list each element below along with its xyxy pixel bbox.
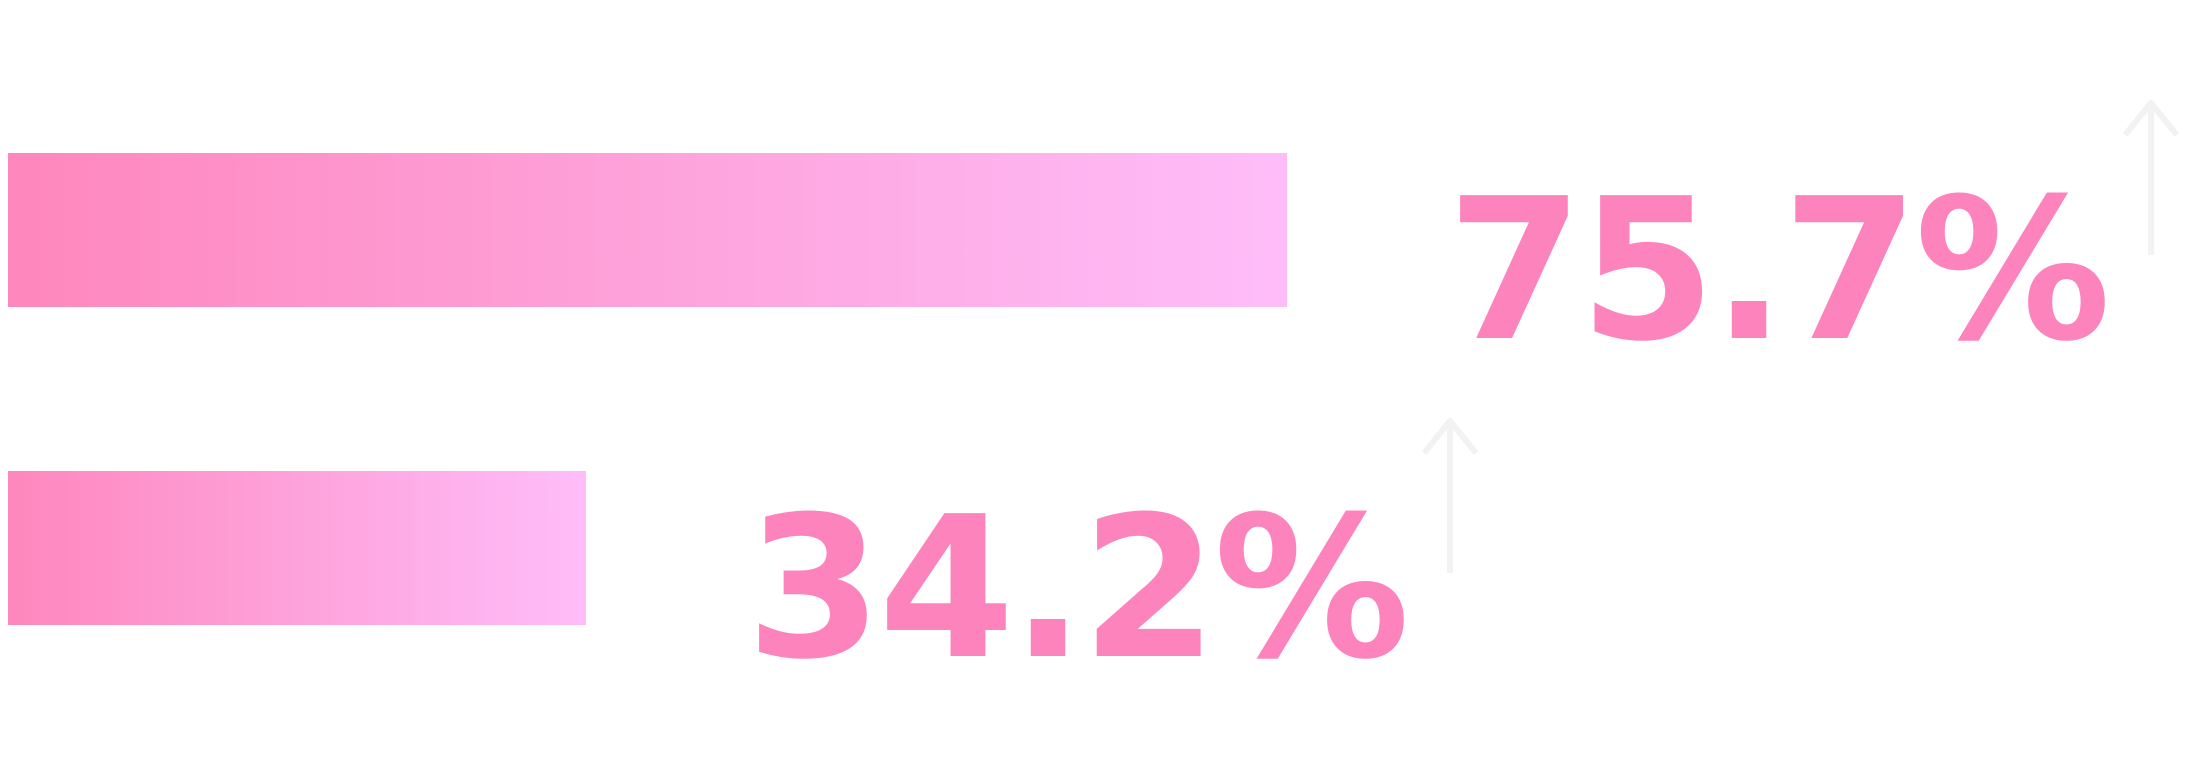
bar-1-value-label: 75.7% xyxy=(1447,157,2111,385)
up-arrow-icon xyxy=(1421,418,1479,573)
bar-2-value-label: 34.2% xyxy=(746,475,1410,703)
bar-2 xyxy=(8,471,586,625)
bar-1 xyxy=(8,153,1287,307)
up-arrow-icon xyxy=(2122,100,2180,255)
